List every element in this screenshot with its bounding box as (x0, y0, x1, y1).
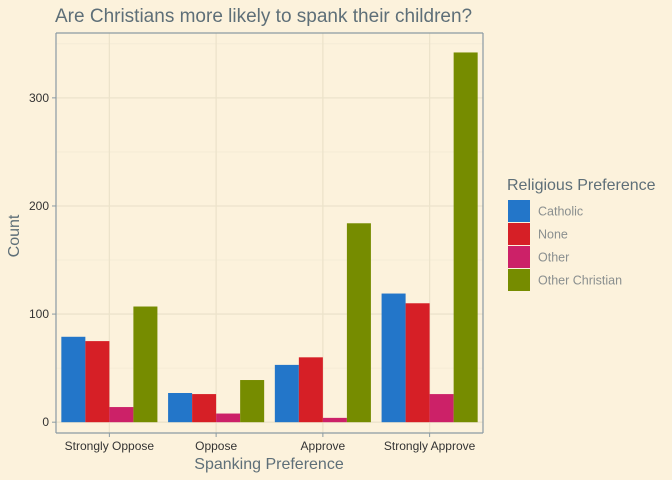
bar-other (216, 413, 241, 423)
legend-title: Religious Preference (507, 177, 656, 194)
legend-label: None (538, 228, 568, 242)
bar-other-christian (453, 52, 478, 423)
bar-catholic (274, 364, 299, 423)
legend-key-other-christian (508, 269, 530, 291)
bar-catholic (381, 293, 406, 423)
bar-other-christian (240, 380, 265, 423)
legend-key-none (508, 223, 530, 245)
bar-other (109, 407, 134, 423)
y-axis-title: Count (6, 214, 23, 257)
legend-label: Catholic (538, 205, 583, 219)
x-tick-label: Oppose (195, 439, 237, 453)
y-tick-label: 200 (29, 199, 49, 213)
legend-key-catholic (508, 200, 530, 222)
legend: Religious Preference Catholic None Other Ot… (507, 177, 656, 291)
bar-other-christian (133, 306, 158, 423)
y-tick-label: 300 (29, 91, 49, 105)
y-tick-label: 100 (29, 307, 49, 321)
bar-catholic (61, 336, 86, 423)
x-tick-label: Approve (301, 439, 346, 453)
chart-title: Are Christians more likely to spank thei… (55, 6, 472, 27)
bar-none (405, 303, 430, 423)
x-tick-label: Strongly Oppose (65, 439, 155, 453)
x-tick-label: Strongly Approve (384, 439, 476, 453)
bar-other (322, 417, 347, 423)
legend-label: Other Christian (538, 274, 622, 288)
y-tick-label: 0 (42, 415, 49, 429)
bar-catholic (168, 393, 193, 423)
bar-other (429, 394, 454, 423)
legend-key-other (508, 246, 530, 268)
plot-area: 0 100 200 300 Strongly Oppose Oppose Approve St… (29, 32, 484, 453)
bar-other-christian (346, 223, 371, 423)
x-axis-title: Spanking Preference (194, 456, 344, 473)
legend-label: Other (538, 251, 569, 265)
bar-none (85, 341, 110, 423)
bar-none (298, 357, 323, 423)
bar-none (192, 394, 217, 423)
